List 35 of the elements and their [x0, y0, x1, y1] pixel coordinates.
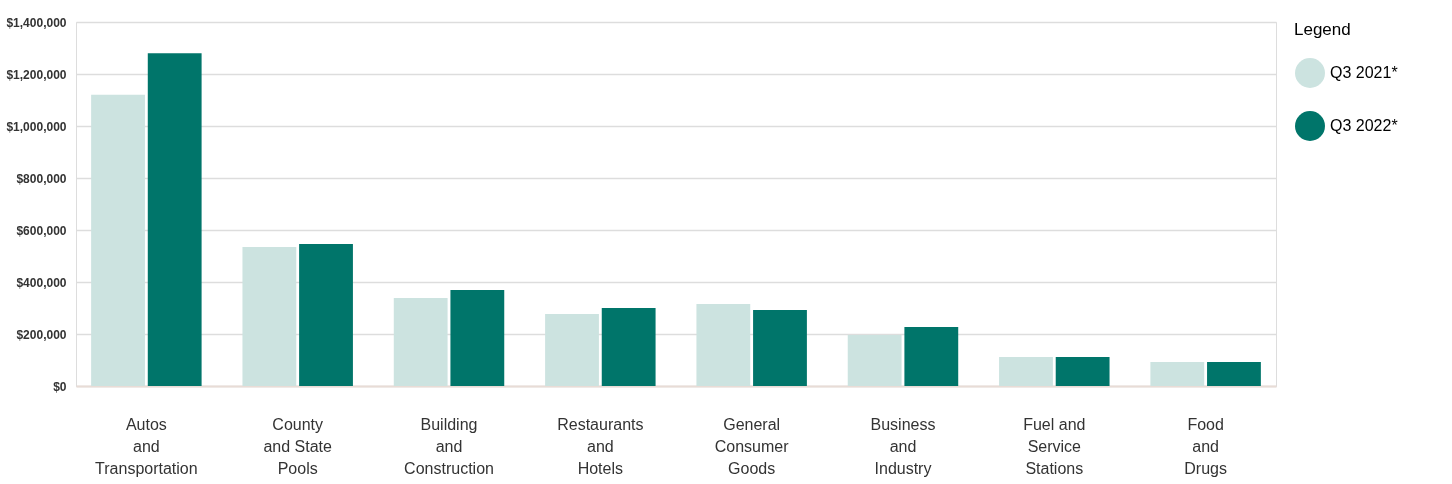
- y-tick-label: $200,000: [16, 327, 67, 342]
- x-tick-label: Autos and Transportation: [95, 415, 198, 477]
- bar: [545, 313, 599, 386]
- x-tick-label: County and State Pools: [263, 415, 333, 477]
- x-tick-label: General Consumer Goods: [714, 415, 790, 477]
- bar: [393, 298, 448, 386]
- x-tick-label: Restaurants and Hotels: [557, 415, 644, 477]
- y-tick-label: $1,000,000: [6, 119, 67, 134]
- y-tick-label: $800,000: [16, 171, 67, 186]
- bar: [91, 94, 145, 386]
- x-tick-label: Building and Construction: [404, 415, 494, 477]
- bar: [753, 310, 807, 386]
- x-tick-label: Business and Industry: [870, 415, 936, 477]
- bar: [696, 304, 751, 386]
- bar: [601, 308, 656, 386]
- legend-label: Q3 2021*: [1330, 64, 1398, 81]
- bar: [1150, 362, 1205, 386]
- bar: [299, 244, 353, 386]
- bar: [450, 290, 505, 386]
- y-tick-label: $600,000: [16, 223, 67, 238]
- bar: [1055, 356, 1110, 386]
- bar: [147, 53, 202, 386]
- x-tick-label: Food and Drugs: [1184, 415, 1227, 477]
- bar: [242, 246, 297, 386]
- legend-title: Legend: [1294, 20, 1351, 39]
- bar: [1207, 362, 1261, 386]
- y-tick-label: $0: [53, 379, 67, 394]
- y-tick-label: $1,200,000: [6, 67, 67, 82]
- y-tick-label: $1,400,000: [6, 15, 67, 30]
- y-tick-label: $400,000: [16, 275, 67, 290]
- legend-label: Q3 2022*: [1330, 117, 1398, 134]
- x-tick-label: Fuel and Service Stations: [1023, 415, 1086, 477]
- bar: [847, 335, 902, 386]
- bar: [999, 356, 1053, 386]
- bar: [904, 326, 959, 386]
